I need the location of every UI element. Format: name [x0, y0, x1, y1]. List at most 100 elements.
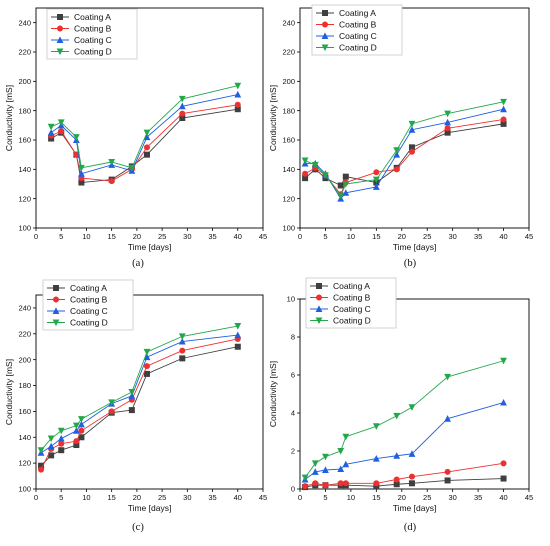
data-point	[178, 95, 186, 103]
legend-label: Coating D	[339, 43, 377, 53]
y-tick-label: 160	[18, 407, 31, 416]
data-point	[337, 448, 345, 455]
x-axis-label: Time [days]	[393, 503, 437, 513]
data-point	[57, 434, 65, 442]
y-tick-label: 140	[18, 433, 31, 442]
data-point	[108, 408, 115, 415]
data-point	[78, 164, 85, 172]
series-coating-c	[37, 331, 242, 456]
data-point	[73, 442, 80, 449]
series-line	[40, 338, 238, 470]
legend-label: Coating C	[339, 31, 377, 41]
data-point	[72, 427, 80, 434]
legend-entry: Coating B	[47, 295, 108, 305]
data-point	[234, 323, 242, 330]
x-tick-label: 15	[372, 232, 380, 241]
y-tick-label: 180	[18, 381, 31, 390]
legend-label: Coating B	[70, 295, 108, 305]
legend-label: Coating B	[333, 293, 371, 303]
data-point	[393, 166, 400, 173]
data-point	[47, 442, 55, 450]
data-point	[73, 151, 80, 158]
data-point	[301, 157, 309, 165]
chart-panel-4: 0 5 10 15 20 25 30 35 40 45 0 2 4 6 8 10 Time [days] Cond…	[268, 277, 533, 533]
legend-label: Coating B	[339, 20, 377, 30]
data-point	[500, 105, 507, 113]
x-tick-label: 35	[208, 232, 216, 241]
x-tick-label: 20	[133, 232, 141, 241]
data-point	[128, 389, 136, 396]
series-coating-d	[47, 82, 242, 172]
y-tick-label: 180	[18, 106, 31, 115]
data-point	[372, 183, 380, 190]
data-point	[57, 427, 65, 435]
data-point	[408, 120, 416, 128]
x-tick-label: 0	[34, 493, 38, 502]
data-point	[38, 462, 45, 469]
data-point	[408, 144, 415, 151]
legend-marker	[52, 319, 60, 327]
data-point	[408, 404, 416, 411]
chart-panel-3: 0 5 10 15 20 25 30 35 40 45 100 120 140 160 180 200 220 2…	[4, 279, 267, 533]
y-axis-label: Conductivity [mS]	[4, 85, 14, 151]
legend-marker	[315, 305, 323, 312]
x-tick-label: 45	[525, 232, 533, 241]
legend-label: Coating C	[70, 306, 108, 316]
data-point	[444, 125, 451, 132]
y-tick-label: 140	[18, 165, 31, 174]
legend-label: Coating A	[339, 8, 376, 18]
series-line	[40, 325, 238, 451]
x-tick-label: 15	[107, 493, 115, 502]
legend-marker	[315, 317, 323, 325]
data-point	[78, 179, 85, 186]
series-coating-c	[301, 398, 507, 483]
x-tick-label: 40	[234, 232, 242, 241]
data-point	[179, 347, 186, 354]
data-point	[143, 353, 151, 361]
legend-entry: Coating B	[51, 24, 112, 34]
data-point	[302, 483, 309, 490]
data-point	[322, 482, 329, 489]
data-point	[143, 129, 151, 137]
panel-label: (d)	[404, 522, 417, 533]
x-tick-label: 45	[525, 493, 533, 502]
data-point	[179, 110, 186, 117]
data-point	[143, 144, 150, 151]
data-point	[373, 169, 380, 176]
x-tick-label: 10	[347, 493, 355, 502]
legend-entry: Coating D	[47, 318, 108, 328]
y-tick-label: 0	[291, 485, 295, 494]
data-point	[500, 398, 507, 406]
data-point	[500, 98, 507, 106]
data-point	[78, 434, 85, 441]
data-point	[178, 337, 186, 345]
data-point	[342, 480, 349, 487]
data-point	[500, 120, 507, 127]
legend-entry: Coating B	[316, 20, 377, 30]
series-line	[304, 119, 504, 196]
data-point	[372, 455, 380, 462]
data-point	[342, 181, 350, 188]
x-tick-label: 30	[448, 493, 456, 502]
y-tick-label: 120	[18, 194, 31, 203]
data-point	[500, 460, 507, 467]
data-point	[337, 480, 344, 487]
legend-marker	[321, 32, 329, 39]
data-point	[78, 416, 85, 423]
data-point	[342, 433, 350, 441]
series-line	[304, 101, 504, 197]
x-axis-label: Time [days]	[393, 242, 437, 252]
data-point	[372, 176, 380, 184]
y-tick-label: 220	[18, 48, 31, 57]
data-point	[337, 465, 345, 473]
data-point	[143, 151, 150, 158]
x-tick-label: 45	[259, 232, 267, 241]
y-axis-label: Conductivity [mS]	[4, 359, 14, 425]
y-tick-label: 100	[18, 224, 31, 233]
legend-marker	[53, 296, 59, 303]
data-point	[48, 452, 55, 459]
legend-entry: Coating C	[316, 31, 377, 41]
